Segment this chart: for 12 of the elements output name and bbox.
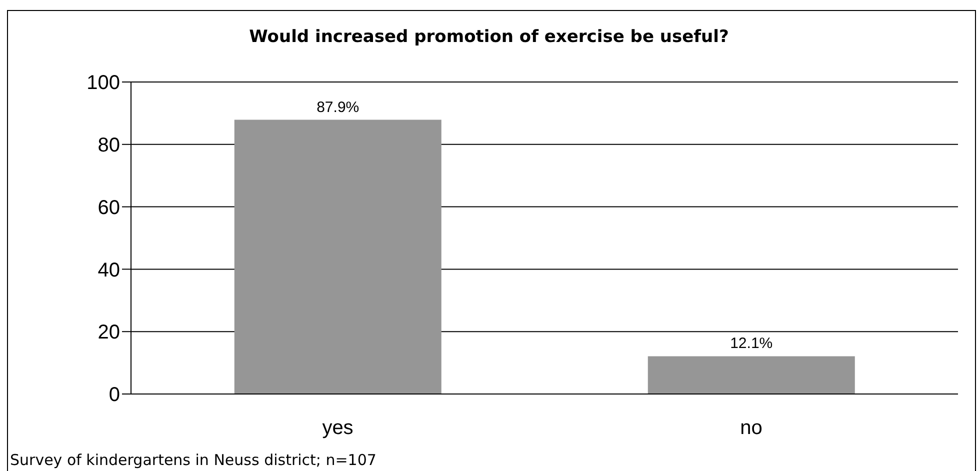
x-tick-label: no	[740, 417, 762, 440]
y-tick-label: 60	[98, 196, 120, 219]
text: Survey of kindergartens in Neuss district; n=107	[10, 450, 376, 470]
y-tick-label: 40	[98, 259, 120, 282]
x-tick-label: yes	[322, 417, 354, 440]
data-label: 87.9%	[316, 98, 360, 116]
data-label: 12.1%	[730, 335, 773, 352]
chart-title: Would increased promotion of exercise be useful?	[248, 26, 730, 48]
y-tick-label: 100	[86, 72, 120, 94]
y-tick-label: 80	[98, 134, 120, 156]
y-tick-label: 20	[98, 322, 120, 344]
y-tick-label: 0	[108, 384, 120, 406]
